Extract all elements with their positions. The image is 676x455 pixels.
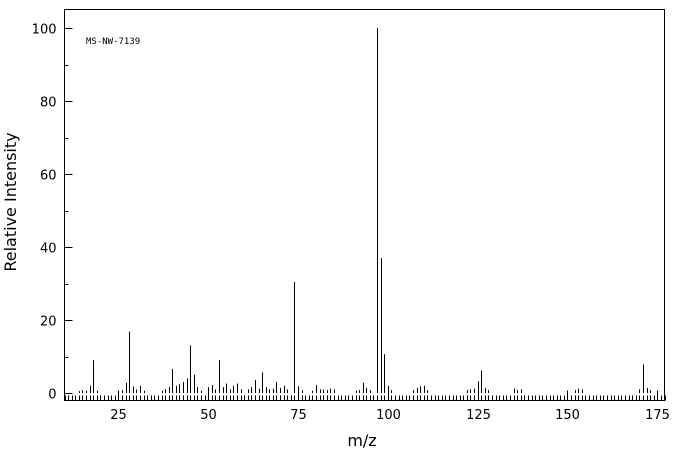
x-tick-label: 175 — [645, 408, 670, 423]
y-axis-label: Relative Intensity — [1, 132, 20, 271]
y-tick-label: 20 — [40, 315, 57, 330]
plot-frame — [64, 9, 665, 401]
x-tick-label: 100 — [376, 408, 401, 423]
y-tick-label: 40 — [40, 242, 57, 257]
x-tick-label: 25 — [110, 408, 127, 423]
y-tick-label: 60 — [40, 169, 57, 184]
x-tick-label: 125 — [466, 408, 491, 423]
x-tick-label: 50 — [200, 408, 217, 423]
y-tick-label: 80 — [40, 96, 57, 111]
spectrum-id-label: MS-NW-7139 — [86, 37, 140, 47]
x-tick-label: 75 — [290, 408, 307, 423]
y-axis: 0 20 40 60 80 100 — [32, 23, 73, 403]
x-axis-label: m/z — [347, 431, 376, 450]
x-axis: 25 50 75 100 125 150 175 — [110, 390, 670, 423]
x-tick-label: 150 — [555, 408, 580, 423]
y-tick-label: 0 — [48, 388, 56, 403]
peak-bars — [79, 28, 651, 393]
minor-tick-group — [65, 395, 666, 401]
y-tick-label: 100 — [32, 23, 57, 38]
